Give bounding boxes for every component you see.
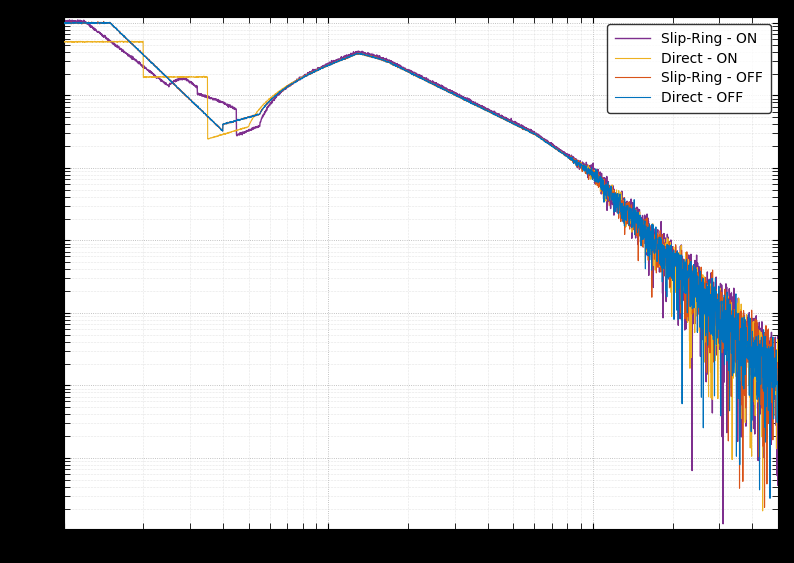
Slip-Ring - ON (183, 77, 192, 84)
Direct - ON (114, 38, 124, 44)
Direct - ON (333, 58, 342, 65)
Slip-Ring - ON (719, 520, 728, 527)
Slip-Ring - OFF (773, 377, 783, 384)
Direct - ON (141, 73, 150, 80)
Slip-Ring - OFF (183, 94, 192, 101)
Slip-Ring - OFF (333, 57, 342, 64)
Slip-Ring - OFF (683, 272, 692, 279)
Direct - ON (757, 507, 767, 514)
Direct - ON (773, 387, 783, 394)
Direct - ON (364, 52, 373, 59)
Slip-Ring - OFF (364, 52, 373, 59)
Direct - OFF (183, 94, 192, 101)
Slip-Ring - ON (773, 352, 783, 359)
Direct - OFF (100, 19, 110, 25)
Slip-Ring - ON (73, 16, 83, 23)
Slip-Ring - ON (141, 64, 150, 71)
Direct - OFF (760, 357, 769, 364)
Direct - OFF (683, 310, 692, 316)
Direct - OFF (141, 53, 150, 60)
Slip-Ring - OFF (760, 344, 769, 351)
Slip-Ring - ON (364, 50, 373, 57)
Slip-Ring - OFF (59, 20, 68, 26)
Direct - ON (760, 359, 769, 366)
Direct - OFF (765, 495, 775, 502)
Direct - OFF (59, 19, 68, 26)
Line: Slip-Ring - ON: Slip-Ring - ON (64, 20, 778, 524)
Line: Direct - ON: Direct - ON (64, 41, 778, 511)
Legend: Slip-Ring - ON, Direct - ON, Slip-Ring - OFF, Direct - OFF: Slip-Ring - ON, Direct - ON, Slip-Ring -… (607, 24, 771, 113)
Slip-Ring - ON (760, 329, 769, 336)
Slip-Ring - OFF (98, 18, 108, 25)
Direct - ON (183, 74, 192, 81)
Slip-Ring - ON (683, 282, 692, 288)
Slip-Ring - OFF (760, 504, 769, 511)
Slip-Ring - ON (333, 56, 342, 62)
Slip-Ring - OFF (141, 53, 150, 60)
Line: Slip-Ring - OFF: Slip-Ring - OFF (64, 21, 778, 507)
Slip-Ring - ON (59, 18, 68, 25)
Direct - OFF (364, 52, 373, 59)
Direct - OFF (773, 410, 783, 417)
Line: Direct - OFF: Direct - OFF (64, 22, 778, 498)
Direct - OFF (333, 58, 342, 65)
Direct - ON (683, 282, 692, 288)
Direct - ON (59, 38, 68, 44)
